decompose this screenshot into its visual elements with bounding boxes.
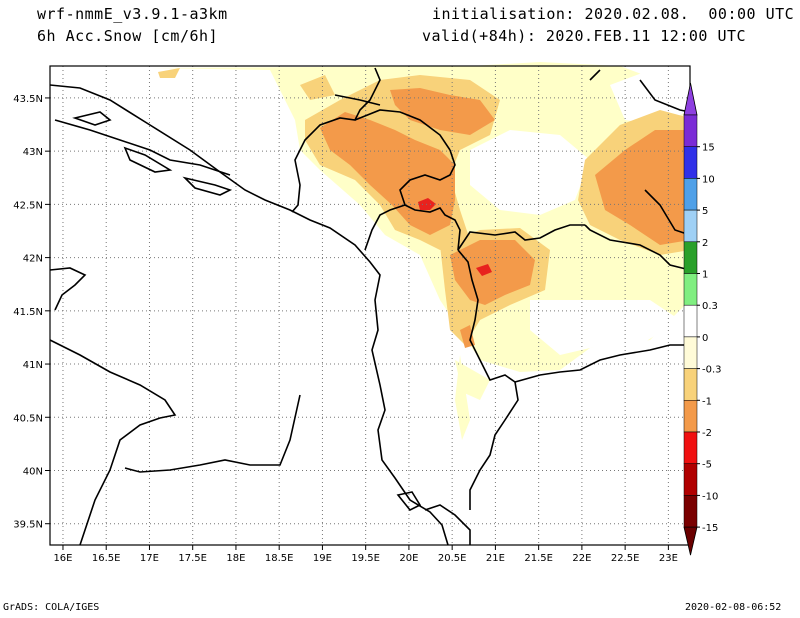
- border-serbia-bulgaria: [584, 224, 691, 271]
- colorbar-label: 10: [702, 174, 715, 185]
- colorbar-label: -1: [702, 396, 712, 407]
- colorbar-bin: [683, 273, 698, 306]
- axis-ticks: 16E 16.5E 17E 17.5E 18E 18.5E 19E 19.5E 20E 20.5E…: [13, 94, 678, 564]
- colorbar-bin: [683, 146, 698, 179]
- lon-label: 19.5E: [351, 553, 380, 564]
- border-albania-greece: [469, 381, 519, 510]
- lat-label: 41N: [23, 360, 43, 371]
- gargano-coast: [49, 267, 87, 311]
- border-kosovo-serbia: [457, 224, 585, 251]
- lon-label: 21E: [486, 553, 505, 564]
- island-line-1: [54, 119, 231, 176]
- init-time: initialisation: 2020.02.08. 00:00 UTC: [432, 5, 795, 23]
- colorbar-bin: [683, 495, 698, 528]
- lon-label: 18.5E: [265, 553, 294, 564]
- colorbar-label: -15: [702, 523, 718, 534]
- lon-label: 22.5E: [611, 553, 640, 564]
- border-ne-2: [644, 189, 691, 236]
- snow-field-layer: [150, 62, 690, 440]
- field-title: 6h Acc.Snow [cm/6h]: [37, 27, 219, 45]
- colorbar-bin: [683, 304, 698, 338]
- lon-label: 23E: [659, 553, 678, 564]
- borders-layer: [291, 67, 691, 510]
- island-2: [72, 111, 112, 126]
- colorbar-bin: [683, 209, 698, 243]
- coastline-layer: [49, 84, 471, 546]
- border-ne-3: [589, 69, 601, 81]
- lon-label: 21.5E: [524, 553, 553, 564]
- lon-label: 20.5E: [438, 553, 467, 564]
- colorbar-bin: [683, 431, 698, 464]
- lat-label: 43.5N: [13, 94, 43, 105]
- colorbar-label: 5: [702, 206, 708, 217]
- adriatic-east-coastline: [49, 84, 449, 546]
- colorbar-bin: [683, 336, 698, 369]
- colorbar-bin: [683, 241, 698, 274]
- colorbar-label: 15: [702, 143, 715, 154]
- lat-label: 39.5N: [13, 520, 43, 531]
- colorbar-bin: [683, 463, 698, 496]
- colorbar-label: -10: [702, 491, 718, 502]
- colorbar-label: 1: [702, 270, 708, 281]
- colorbar-bin: [683, 400, 698, 433]
- border-north: [334, 94, 381, 106]
- footer-left: GrADS: COLA/IGES: [3, 602, 100, 613]
- colorbar-bin: [683, 368, 698, 401]
- colorbar-label: 0: [702, 333, 708, 344]
- island-3: [123, 146, 173, 173]
- lat-label: 43N: [23, 147, 43, 158]
- colorbar-label: -5: [702, 460, 712, 471]
- colorbar-label: -0.3: [702, 365, 722, 376]
- border-albania-macedonia: [457, 249, 516, 383]
- colorbar: 15 10 5 2 1 0.3 0 -0.3 -1 -2 -5 -10 -15: [683, 82, 722, 556]
- colorbar-label: 0.3: [702, 301, 718, 312]
- border-bih-croatia: [291, 67, 381, 213]
- lat-label: 41.5N: [13, 307, 43, 318]
- lon-label: 18E: [226, 553, 245, 564]
- border-montenegro-albania: [364, 204, 406, 251]
- model-title: wrf-nmmE_v3.9.1-a3km: [37, 5, 228, 23]
- lat-label: 42N: [23, 254, 43, 265]
- lon-label: 17E: [140, 553, 159, 564]
- border-macedonia-greece: [514, 344, 690, 383]
- colorbar-bin: [683, 114, 698, 147]
- lon-label: 16E: [53, 553, 72, 564]
- lon-label: 16.5E: [92, 553, 121, 564]
- valid-time: valid(+84h): 2020.FEB.11 12:00 UTC: [422, 27, 747, 45]
- epirus-coast: [424, 504, 471, 545]
- colorbar-label: -2: [702, 428, 712, 439]
- footer-right: 2020-02-08-06:52: [685, 602, 782, 613]
- lon-label: 17.5E: [178, 553, 207, 564]
- lat-label: 42.5N: [13, 200, 43, 211]
- lon-label: 19E: [313, 553, 332, 564]
- salento-coast: [124, 394, 301, 473]
- snow-free-zones: [470, 70, 690, 355]
- island-4: [182, 176, 233, 196]
- colorbar-label: 2: [702, 238, 708, 249]
- colorbar-bottom-cap: [683, 526, 698, 556]
- lat-label: 40N: [23, 466, 43, 477]
- border-bih-serbia: [354, 109, 451, 151]
- graticule: [50, 66, 690, 545]
- lon-label: 20E: [399, 553, 418, 564]
- lon-label: 22E: [572, 553, 591, 564]
- lat-label: 40.5N: [13, 413, 43, 424]
- colorbar-bin: [683, 178, 698, 211]
- apulia-coast: [49, 339, 177, 546]
- corfu-island: [396, 491, 422, 512]
